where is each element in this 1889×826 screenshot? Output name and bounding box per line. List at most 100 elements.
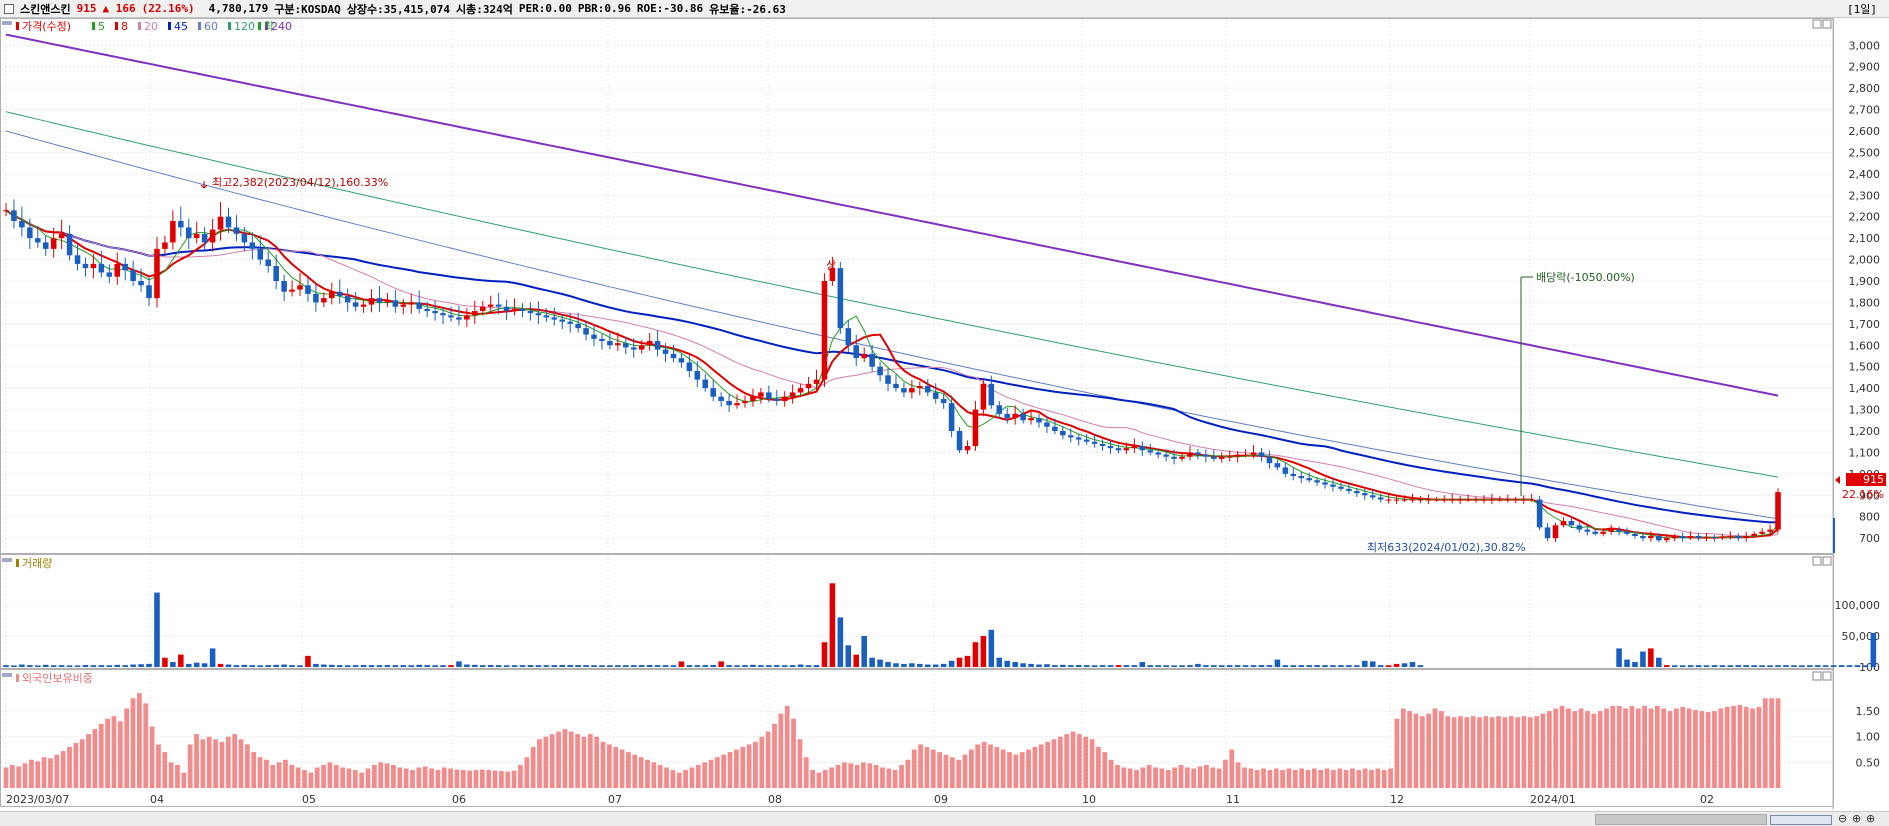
candle-body	[1632, 533, 1638, 536]
foreign-ratio-bar	[530, 746, 536, 788]
candle-body	[813, 379, 820, 384]
volume-bar	[265, 665, 272, 667]
volume-bar	[329, 664, 335, 667]
period-selector[interactable]: [1일]	[1847, 3, 1877, 16]
foreign-ratio-bar	[600, 741, 606, 788]
foreign-ratio-bars	[3, 693, 1781, 788]
grid-lines	[1, 19, 1832, 806]
panel-menu-icon[interactable]	[2, 558, 12, 562]
candle-body	[1528, 499, 1535, 501]
volume-legend: 거래량	[2, 557, 52, 570]
foreign-ratio-bar	[1248, 768, 1254, 788]
foreign-ratio-bar	[1273, 768, 1279, 788]
foreign-ratio-bar	[765, 731, 771, 788]
volume-bar	[972, 642, 979, 667]
volume-bar	[1123, 665, 1130, 667]
foreign-ratio-bar	[98, 723, 104, 788]
candle-body	[1576, 525, 1583, 530]
foreign-ratio-bar	[1210, 767, 1216, 788]
foreign-ratio-bar	[1083, 736, 1089, 788]
foreign-ratio-bar	[549, 734, 555, 788]
volume-bar	[670, 665, 677, 667]
foreign-ratio-bar	[111, 716, 117, 788]
foreign-ratio-bar	[1299, 768, 1305, 788]
volume-bar	[607, 665, 613, 667]
candle-body	[257, 248, 264, 260]
candle-body	[1695, 536, 1702, 539]
candle-body	[1767, 529, 1773, 532]
volume-bar	[50, 665, 57, 667]
foreign-ratio-bar	[1693, 710, 1698, 788]
candle-body	[1727, 536, 1734, 538]
candle-body	[1679, 536, 1686, 539]
scroll-thumb[interactable]	[1595, 814, 1767, 825]
zoom-slider[interactable]	[1770, 815, 1832, 825]
volume-bar	[1115, 665, 1122, 667]
stock-chart[interactable]: 3,000 2,900 2,800 2,700 2,600 2,500 2,400 2,300…	[0, 18, 1889, 811]
candle-body	[901, 388, 907, 393]
foreign-ratio-bar	[924, 746, 930, 788]
volume-bar	[1028, 663, 1034, 667]
candle-body	[1751, 533, 1757, 536]
foreign-ratio-bar	[499, 771, 504, 788]
volume-bar	[845, 645, 852, 667]
volume-bar	[1179, 665, 1185, 667]
volume-bar	[1783, 665, 1789, 667]
foreign-ratio-bar	[9, 764, 15, 788]
foreign-ratio-bar	[594, 736, 600, 788]
candle-body	[448, 315, 454, 318]
foreign-ratio-bar	[1127, 768, 1133, 788]
foreign-ratio-bar	[162, 752, 168, 788]
stock-name[interactable]: 스킨앤스킨	[20, 2, 71, 16]
foreign-ratio-bar	[1051, 739, 1057, 788]
volume-bar	[1862, 665, 1869, 667]
foreign-ratio-bar	[695, 764, 701, 788]
price-change: ▲ 166	[102, 2, 136, 15]
zoom-reset-icon[interactable]: ⊕	[1852, 812, 1862, 825]
foreign-ratio-bar	[556, 731, 561, 788]
volume-bar	[1068, 665, 1074, 667]
foreign-ratio-bar	[1559, 705, 1565, 788]
foreign-ratio-bar	[1096, 746, 1101, 788]
panel-menu-icon[interactable]	[2, 21, 12, 25]
horizontal-scrollbar[interactable]: ⊖ ⊕ ⊕	[0, 811, 1889, 826]
volume-bar	[138, 664, 144, 667]
volume-bar	[734, 665, 740, 667]
price-legend: 가격(수정) 5 8 20 45 60 120 240 락	[2, 20, 292, 33]
candle-body	[35, 238, 41, 243]
ma5-line	[5, 209, 1779, 539]
volume-legend-label: 거래량	[22, 557, 52, 570]
foreign-ratio-bar	[873, 764, 879, 788]
y-tick-label: 700	[1859, 532, 1880, 545]
foreign-ratio-bar	[784, 705, 790, 788]
zoom-in-icon[interactable]: ⊕	[1866, 812, 1876, 825]
volume-bar	[623, 665, 629, 667]
panel-window-buttons[interactable]	[1812, 19, 1832, 681]
volume-bar	[1719, 665, 1726, 667]
candle-body	[567, 321, 573, 324]
foreign-ratio-bar	[359, 772, 365, 788]
y-tick-label: 3,000	[1849, 39, 1881, 52]
volume-bar	[766, 665, 772, 667]
candle-body	[98, 263, 105, 273]
foreign-ratio-bar	[1331, 770, 1336, 788]
checkbox-icon[interactable]	[4, 3, 14, 14]
foreign-ratio-bar	[1235, 762, 1241, 788]
candle-body	[797, 388, 804, 393]
panel-menu-icon[interactable]	[2, 673, 12, 677]
volume-bar	[678, 661, 685, 667]
foreign-ratio-bar	[1686, 708, 1692, 788]
volume-bar	[1091, 665, 1098, 667]
candle-body	[1314, 480, 1320, 483]
candle-body	[1306, 478, 1312, 481]
zoom-out-icon[interactable]: ⊖	[1838, 812, 1848, 825]
y-tick-label: 1.50	[1856, 705, 1881, 718]
foreign-ratio-bar	[1229, 749, 1235, 788]
foreign-ratio-bar	[1362, 768, 1368, 788]
candle-body	[1139, 446, 1146, 451]
volume-bar	[988, 629, 995, 667]
y-tick-label: 2,300	[1849, 189, 1881, 202]
foreign-ratio-bar	[664, 767, 669, 788]
candle-body	[1020, 413, 1026, 421]
volume-bar	[66, 665, 73, 667]
